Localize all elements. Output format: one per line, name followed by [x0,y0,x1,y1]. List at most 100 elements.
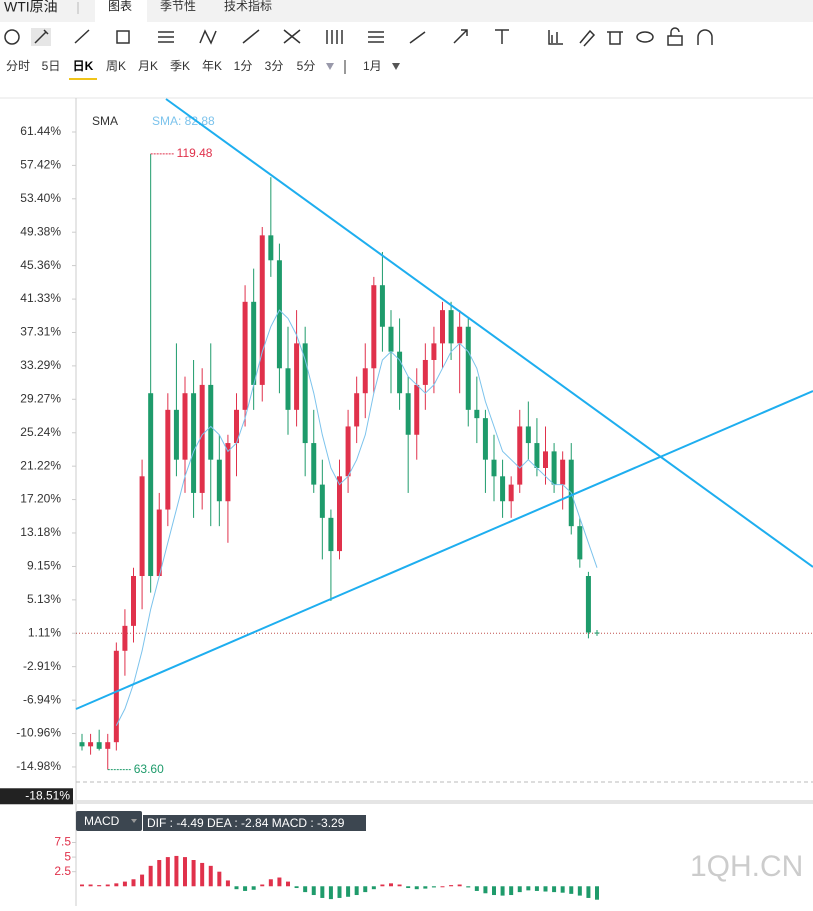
candle-body [457,326,463,344]
macd-bar [457,884,462,887]
macd-bar [337,886,342,898]
candle-body [105,742,111,749]
y-tick-label: 17.20% [20,492,61,506]
y-tick-label: -2.91% [23,659,61,673]
macd-bar [114,883,119,887]
macd-bar [440,886,445,888]
macd-bar [586,886,591,898]
tab-bar [0,0,813,22]
y-tick-label: 25.24% [20,425,61,439]
indicator-value: SMA: 82.88 [152,114,215,128]
period[interactable]: 3分 [265,59,284,73]
period[interactable]: 1分 [234,59,253,73]
tool-icon[interactable] [607,31,623,45]
candle-body [534,443,540,468]
y-tick-label: 57.42% [20,158,61,172]
tool-icon[interactable] [283,29,301,44]
y-tick-label: 29.27% [20,391,61,405]
period[interactable]: 年K [202,59,222,73]
tool-icon[interactable] [368,31,384,43]
candle-body [242,301,248,410]
macd-bar [88,884,93,887]
candle-body [440,310,445,344]
tool-icon[interactable] [4,29,20,45]
macd-badge[interactable] [76,811,142,831]
candle-body [388,326,394,352]
drawing-toolbar [4,27,713,47]
macd-bar [363,886,368,893]
tool-icon[interactable] [409,31,426,44]
period[interactable]: 季K [170,59,190,73]
candle-body [474,409,480,419]
macd-bar [534,886,539,891]
tool-icon[interactable] [158,31,174,43]
candle-body [96,742,102,749]
tab[interactable]: 图表 [108,0,132,13]
period[interactable]: 5日 [42,59,61,73]
dropdown-arrow [131,819,137,823]
y-tick-label: -6.94% [23,692,61,706]
candle-body [508,484,514,502]
macd-bar [260,884,265,887]
candle-body [500,476,506,502]
candle-body [337,476,342,552]
y-tick-label: 9.15% [27,559,61,573]
macd-bar [569,886,574,894]
macd-bar [423,886,428,889]
macd-bar [466,886,471,888]
tool-icon[interactable] [199,29,217,45]
tool-icon[interactable] [697,29,713,45]
y-tick-label: 45.36% [20,258,61,272]
candle-body [491,459,497,477]
macd-legend-bg [143,815,366,831]
min-label: 63.60 [134,762,164,776]
sma-line [115,309,598,726]
tool-icon[interactable] [326,30,343,44]
macd-bar [311,886,316,896]
candle-body [156,509,162,577]
candle-body [362,368,368,394]
active-tab-bg [95,0,147,22]
period-extra[interactable]: 1月 [363,59,382,73]
macd-bar [165,857,170,887]
y-tick-label: 37.31% [20,325,61,339]
tab[interactable]: 技术指标 [224,0,272,13]
candle-body [268,235,274,261]
macd-bar [208,865,213,887]
macd-bar [492,886,496,896]
period[interactable]: 5分 [297,59,316,73]
tool-icon[interactable] [34,29,49,44]
candle-body [311,443,317,485]
tool-icon[interactable] [636,31,654,43]
cursor-label-bg [0,788,73,805]
macd-bar [543,886,548,892]
macd-bar [277,877,282,887]
candle-body [448,310,454,344]
y-tick-label: -10.96% [16,726,61,740]
cursor-label: -18.51% [25,788,70,802]
tool-icon[interactable] [579,29,596,47]
y-tick-label: 5.13% [27,592,61,606]
tool-icon[interactable] [116,30,130,44]
candle-body [422,359,428,385]
y-tick-label: 21.22% [20,458,61,472]
period[interactable]: 分时 [6,59,30,73]
tool-icon[interactable] [495,29,509,44]
period[interactable]: 月K [138,59,158,73]
macd-bar [406,886,411,889]
tool-icon[interactable] [74,29,90,44]
candle-body [113,650,119,743]
tool-icon[interactable] [453,29,468,44]
tool-icon[interactable] [242,29,260,44]
period[interactable]: 周K [106,59,126,73]
tool-icon[interactable] [667,27,683,46]
macd-bar [414,886,419,890]
period[interactable]: 日K [73,59,94,73]
tool-icon[interactable] [548,30,563,45]
candle-body [482,418,488,460]
y-tick-label: 41.33% [20,291,61,305]
macd-bar [595,886,599,900]
tab[interactable]: 季节性 [160,0,196,13]
instrument-title: WTI原油 [4,0,58,15]
macd-bar [380,884,385,887]
